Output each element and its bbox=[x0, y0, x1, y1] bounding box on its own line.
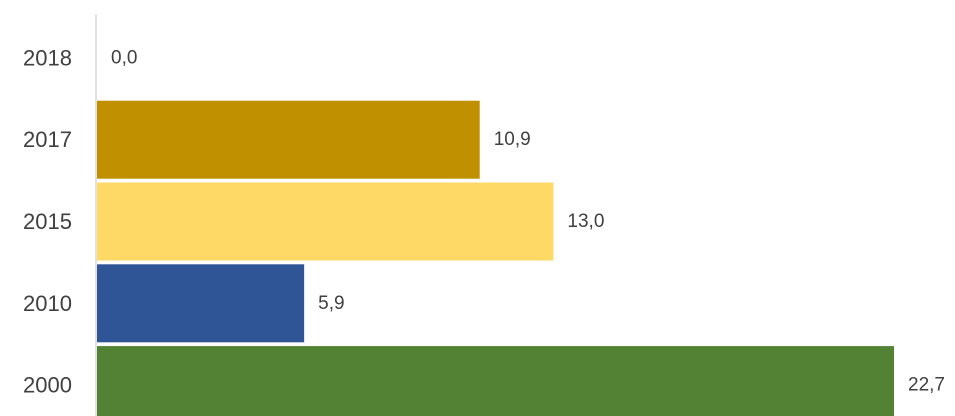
category-tick-label: 2010 bbox=[23, 291, 72, 316]
bars-group bbox=[97, 100, 894, 416]
bar-2015 bbox=[97, 182, 554, 261]
labels-group: 2018 0,0 2017 10,9 2015 13,0 2010 5,9 2000 22,7 bbox=[23, 45, 945, 397]
category-tick-label: 2017 bbox=[23, 127, 72, 152]
category-tick-label: 2000 bbox=[23, 373, 72, 398]
category-tick-label: 2015 bbox=[23, 209, 72, 234]
category-tick-label: 2018 bbox=[23, 45, 72, 70]
bar-2010 bbox=[97, 264, 305, 343]
bar-2017 bbox=[97, 100, 480, 179]
data-label-2010: 5,9 bbox=[318, 293, 344, 314]
data-label-2017: 10,9 bbox=[494, 129, 531, 150]
data-label-2015: 13,0 bbox=[567, 211, 604, 232]
bar-2000 bbox=[97, 346, 894, 416]
data-label-2018: 0,0 bbox=[111, 47, 137, 68]
data-label-2000: 22,7 bbox=[908, 375, 945, 396]
